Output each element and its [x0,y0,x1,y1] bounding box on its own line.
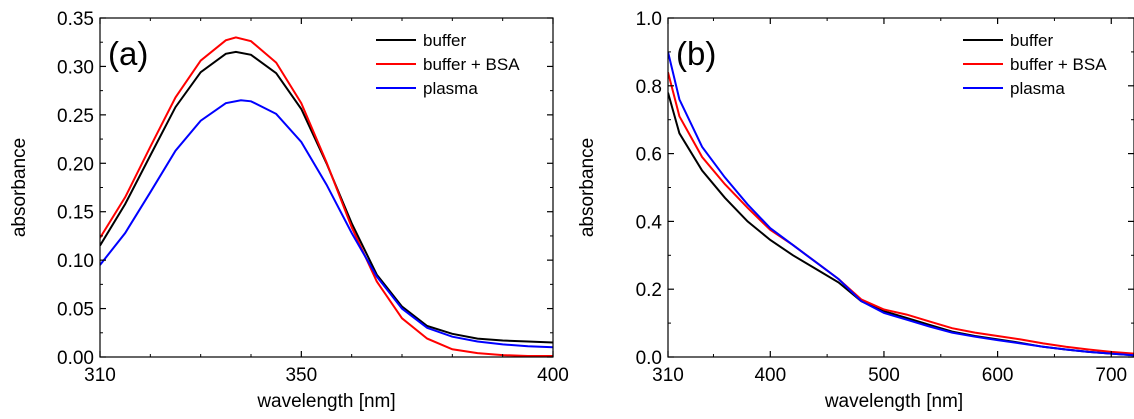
y-tick-label: 0.4 [636,212,663,233]
legend-label-1: buffer + BSA [423,55,520,74]
x-axis-title: wavelength [nm] [256,391,395,412]
series-line-1 [668,71,1134,355]
x-axis-title: wavelength [nm] [824,391,963,412]
x-tick-label: 310 [652,365,684,386]
y-tick-label: 0.6 [636,145,662,166]
y-axis-title: absorbance [577,138,598,237]
y-tick-label: 0.15 [57,203,94,224]
x-tick-label: 700 [1095,365,1127,386]
y-tick-label: 1.0 [636,9,662,30]
series-line-0 [668,92,1134,357]
panel-0: 0.00 0.05 0.10 0.15 0.20 0.25 0.30 0.35 310 350 40… [9,9,569,412]
panel-1: 0.0 0.2 0.4 0.6 0.8 1.0 310 400 500 600 700 wavelen… [577,9,1134,412]
y-tick-label: 0.00 [57,348,94,369]
legend-label-1: buffer + BSA [1010,55,1107,74]
legend-label-2: plasma [1010,79,1065,98]
legend: buffer buffer + BSA plasma [376,31,520,98]
x-tick-label: 310 [84,365,116,386]
y-tick-label: 0.20 [57,154,94,175]
y-tick-label: 0.25 [57,106,94,127]
legend-label-2: plasma [423,79,478,98]
y-tick-label: 0.2 [636,280,662,301]
panel-label: (a) [108,35,148,72]
series-line-1 [100,36,553,357]
y-tick-label: 0.30 [57,57,94,78]
legend-label-0: buffer [1010,31,1054,50]
panel-label: (b) [676,35,716,72]
y-tick-label: 0.8 [636,77,662,98]
series-line-2 [668,51,1134,357]
series-line-2 [100,99,553,349]
y-tick-label: 0.05 [57,300,94,321]
legend-label-0: buffer [423,31,467,50]
y-tick-label: 0.35 [57,9,94,30]
legend: buffer buffer + BSA plasma [963,31,1107,98]
x-tick-label: 350 [285,365,317,386]
x-tick-label: 500 [868,365,900,386]
x-tick-label: 400 [754,365,786,386]
y-tick-label: 0.0 [636,348,662,369]
x-tick-label: 600 [982,365,1014,386]
x-tick-label: 400 [537,365,569,386]
series-line-0 [100,50,553,344]
y-tick-label: 0.10 [57,251,94,272]
y-axis-title: absorbance [9,138,30,237]
